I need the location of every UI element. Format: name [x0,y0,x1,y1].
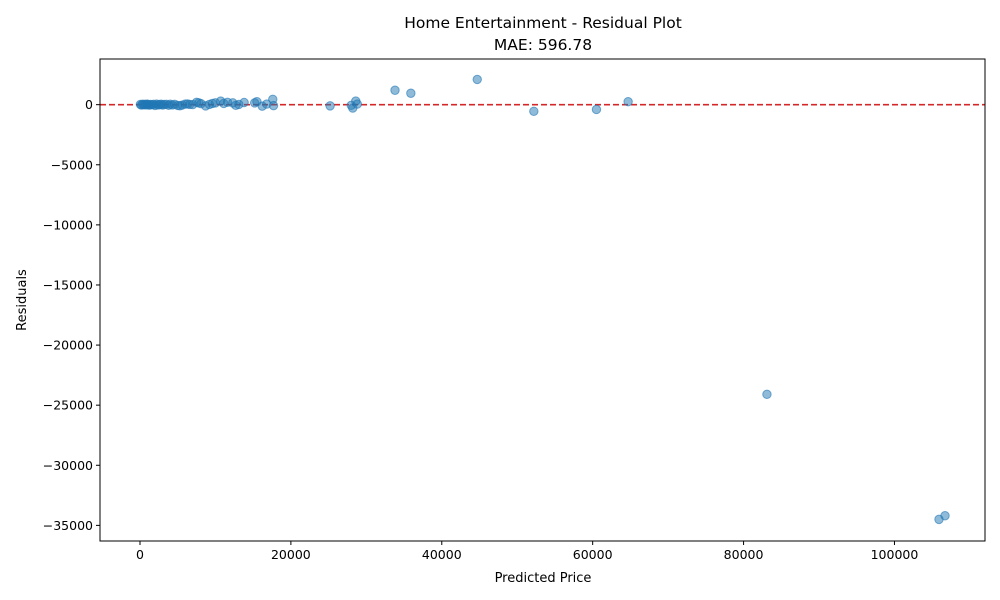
y-tick-label: −15000 [43,277,93,292]
data-point [623,96,633,107]
y-tick-label: 0 [85,97,93,112]
y-tick-label: −5000 [51,157,93,172]
chart-title: Home Entertainment - Residual Plot [404,14,682,32]
axes-frame [99,58,986,542]
y-tick-label: −35000 [43,518,93,533]
y-tick-label: −25000 [43,398,93,413]
data-points-layer [135,74,950,525]
plot-area [99,58,986,542]
data-point [762,389,772,400]
x-axis-label: Predicted Price [495,571,592,586]
data-point [591,104,602,115]
x-tick-label: 80000 [724,547,764,562]
data-point [529,106,539,116]
x-tick-label: 0 [136,547,144,562]
y-tick-label: −20000 [43,338,93,353]
data-point [390,85,400,95]
data-point [325,101,335,111]
x-tick-label: 40000 [422,547,462,562]
y-axis-ticks: 0 −5000 −10000 −15000 −20000 −25000 −30000 −350… [43,97,100,533]
x-tick-label: 20000 [271,547,311,562]
data-point [472,74,482,85]
x-axis-ticks: 0 20000 40000 60000 80000 100000 [136,541,918,562]
data-point [268,100,279,111]
chart-subtitle: MAE: 596.78 [494,36,592,54]
data-point [239,97,249,108]
y-tick-label: −30000 [43,458,93,473]
data-point [406,88,416,98]
data-point [352,99,362,109]
x-tick-label: 60000 [573,547,613,562]
x-tick-label: 100000 [871,547,919,562]
y-axis-label: Residuals [15,269,30,331]
data-point [940,511,950,521]
y-tick-label: −10000 [43,217,93,232]
